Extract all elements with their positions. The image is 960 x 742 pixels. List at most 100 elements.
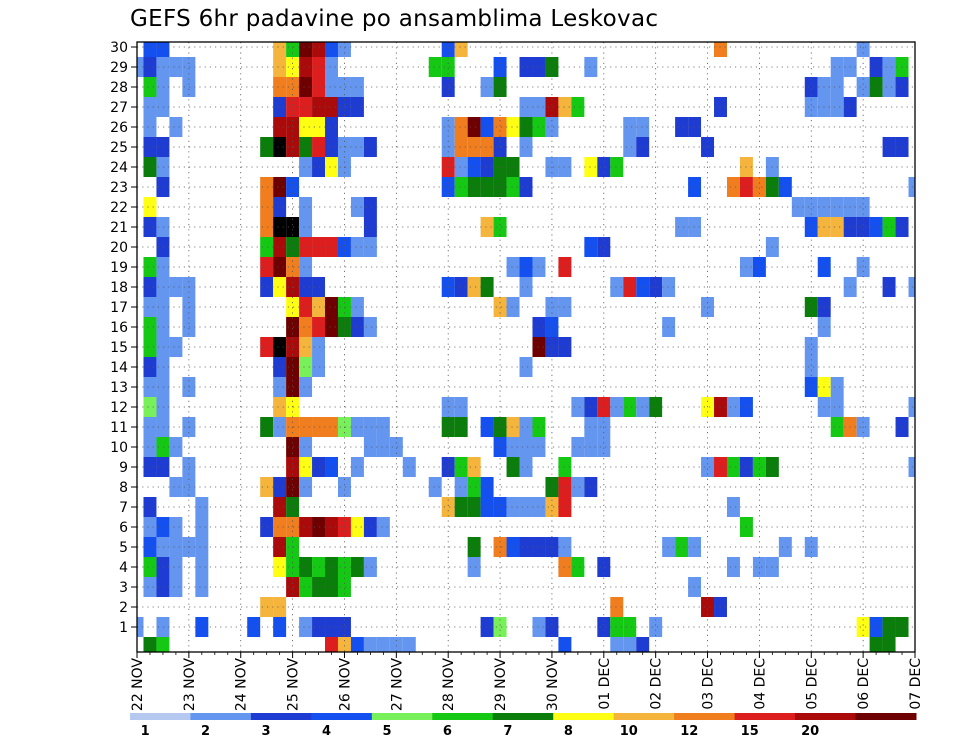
heatmap-cell bbox=[519, 57, 533, 77]
heatmap-cell bbox=[454, 42, 468, 57]
heatmap-cell bbox=[156, 537, 170, 557]
heatmap-cell bbox=[363, 557, 377, 577]
colorbar-label: 3 bbox=[262, 724, 271, 739]
heatmap-cell bbox=[830, 77, 844, 97]
y-tick-label: 10 bbox=[110, 440, 128, 456]
heatmap-cell bbox=[778, 177, 792, 197]
heatmap-cell bbox=[337, 577, 351, 597]
heatmap-cell bbox=[467, 137, 481, 157]
heatmap-cell bbox=[480, 217, 494, 237]
heatmap-cell bbox=[584, 477, 598, 497]
heatmap-cell bbox=[273, 357, 287, 377]
heatmap-cell bbox=[623, 117, 637, 137]
heatmap-cell bbox=[325, 237, 338, 257]
heatmap-cell bbox=[545, 97, 559, 117]
y-tick-label: 7 bbox=[119, 500, 128, 516]
heatmap-cell bbox=[260, 137, 274, 157]
y-tick-label: 5 bbox=[119, 540, 128, 556]
heatmap-cell bbox=[493, 177, 507, 197]
heatmap-cell bbox=[337, 517, 351, 537]
heatmap-cell bbox=[519, 537, 533, 557]
heatmap-cell bbox=[558, 297, 572, 317]
heatmap-cell bbox=[480, 477, 494, 497]
heatmap-cell bbox=[169, 557, 183, 577]
heatmap-cell bbox=[376, 417, 390, 437]
heatmap-cell bbox=[312, 237, 326, 257]
heatmap-cell bbox=[662, 537, 676, 557]
heatmap-cell bbox=[143, 337, 157, 357]
heatmap-cell bbox=[312, 457, 326, 477]
heatmap-cell bbox=[726, 177, 740, 197]
heatmap-cell bbox=[636, 117, 650, 137]
y-tick-label: 25 bbox=[110, 140, 128, 156]
heatmap-cell bbox=[143, 397, 157, 417]
heatmap-cell bbox=[299, 317, 313, 337]
heatmap-cell bbox=[143, 77, 157, 97]
heatmap-cell bbox=[675, 537, 689, 557]
heatmap-cell bbox=[182, 377, 196, 397]
heatmap-cell bbox=[286, 337, 300, 357]
heatmap-cell bbox=[273, 137, 287, 157]
heatmap-cell bbox=[299, 577, 313, 597]
heatmap-cell bbox=[286, 357, 300, 377]
heatmap-cell bbox=[260, 517, 274, 537]
colorbar-label: 1 bbox=[141, 724, 150, 739]
heatmap-cell bbox=[273, 337, 287, 357]
heatmap-cell bbox=[454, 177, 468, 197]
heatmap-cell bbox=[350, 137, 364, 157]
heatmap-cell bbox=[856, 617, 870, 637]
y-tick-label: 13 bbox=[110, 380, 128, 396]
colorbar-swatch bbox=[613, 713, 675, 720]
heatmap-cell bbox=[299, 257, 313, 277]
heatmap-cell bbox=[467, 457, 481, 477]
heatmap-cell bbox=[506, 457, 520, 477]
heatmap-cell bbox=[869, 637, 883, 652]
heatmap-cell bbox=[337, 237, 351, 257]
heatmap-cell bbox=[636, 137, 650, 157]
heatmap-cell bbox=[312, 77, 326, 97]
heatmap-cell bbox=[143, 117, 157, 137]
heatmap-cell bbox=[532, 437, 546, 457]
heatmap-cell bbox=[856, 77, 870, 97]
colorbar-label: 6 bbox=[443, 724, 452, 739]
heatmap-cell bbox=[143, 197, 157, 217]
heatmap-cell bbox=[532, 537, 546, 557]
heatmap-cell bbox=[273, 177, 287, 197]
y-tick-label: 4 bbox=[119, 560, 128, 576]
heatmap-cell bbox=[363, 417, 377, 437]
heatmap-cell bbox=[299, 217, 313, 237]
heatmap-cell bbox=[299, 197, 313, 217]
x-tick-label: 05 DEC bbox=[804, 658, 820, 710]
heatmap-cell bbox=[169, 477, 183, 497]
heatmap-cell bbox=[325, 617, 338, 637]
heatmap-cell bbox=[830, 57, 844, 77]
heatmap-cell bbox=[143, 577, 157, 597]
heatmap-cell bbox=[856, 42, 870, 57]
heatmap-cell bbox=[195, 537, 209, 557]
heatmap-cell bbox=[830, 377, 844, 397]
heatmap-cell bbox=[584, 237, 598, 257]
heatmap-cell bbox=[286, 237, 300, 257]
heatmap-cell bbox=[454, 137, 468, 157]
heatmap-cell bbox=[143, 42, 157, 57]
heatmap-cell bbox=[363, 197, 377, 217]
heatmap-cell bbox=[195, 517, 209, 537]
colorbar-label: 20 bbox=[801, 724, 819, 739]
heatmap-cell bbox=[467, 477, 481, 497]
heatmap-cell bbox=[726, 497, 740, 517]
heatmap-cell bbox=[156, 277, 170, 297]
heatmap-cell bbox=[804, 77, 818, 97]
heatmap-cell bbox=[143, 517, 157, 537]
heatmap-cell bbox=[143, 457, 157, 477]
heatmap-cell bbox=[169, 517, 183, 537]
heatmap-cell bbox=[441, 457, 455, 477]
colorbar-label: 7 bbox=[503, 724, 512, 739]
heatmap-cell bbox=[273, 117, 287, 137]
heatmap-cell bbox=[480, 417, 494, 437]
y-tick-label: 11 bbox=[110, 420, 128, 436]
colorbar-label: 8 bbox=[564, 724, 573, 739]
heatmap-cell bbox=[882, 277, 896, 297]
heatmap-cell bbox=[597, 237, 611, 257]
heatmap-cell bbox=[143, 437, 157, 457]
x-tick-label: 26 NOV bbox=[337, 658, 353, 712]
